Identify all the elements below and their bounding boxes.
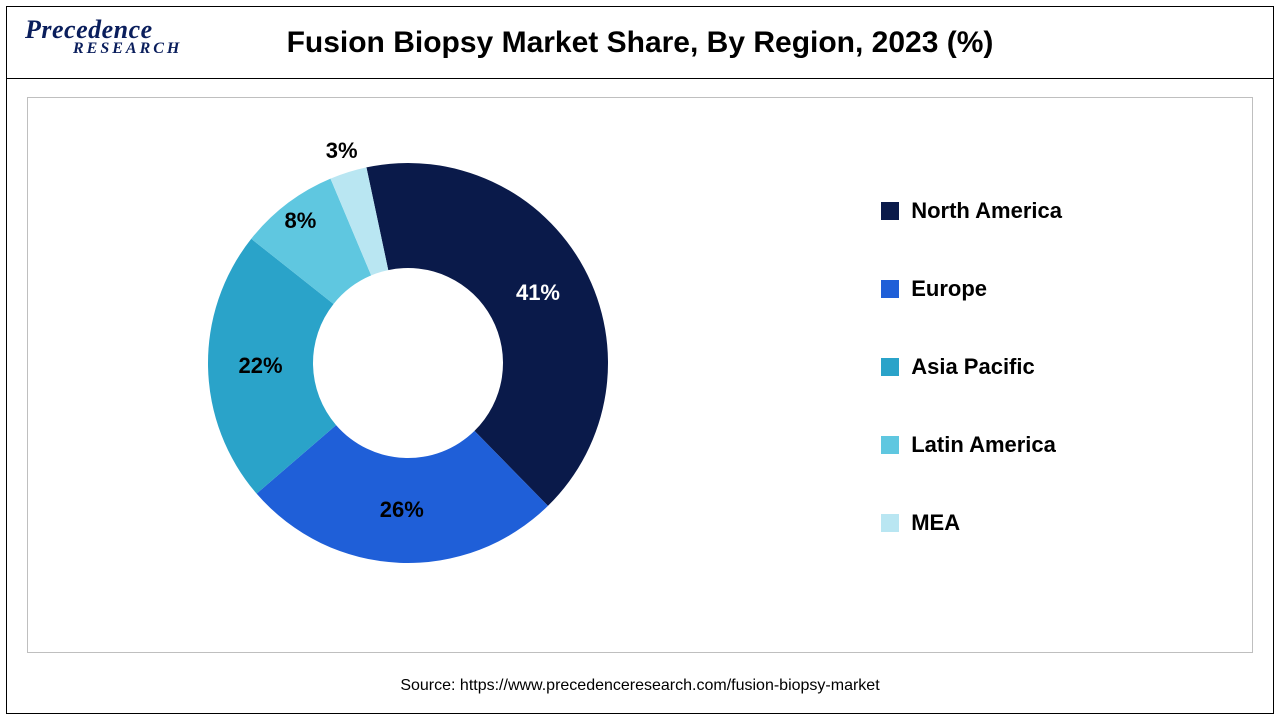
legend-swatch bbox=[881, 358, 899, 376]
legend-label: North America bbox=[911, 198, 1062, 224]
chart-title: Fusion Biopsy Market Share, By Region, 2… bbox=[7, 26, 1273, 60]
logo-line2: RESEARCH bbox=[73, 41, 182, 57]
legend-item-mea: MEA bbox=[881, 510, 1062, 536]
legend-label: Latin America bbox=[911, 432, 1056, 458]
legend-label: Asia Pacific bbox=[911, 354, 1035, 380]
legend-label: MEA bbox=[911, 510, 960, 536]
legend-swatch bbox=[881, 202, 899, 220]
slice-label-europe: 26% bbox=[380, 497, 424, 523]
slice-label-latin-america: 8% bbox=[284, 208, 316, 234]
donut-chart: 41%26%22%8%3% bbox=[198, 153, 618, 573]
slice-label-asia-pacific: 22% bbox=[239, 353, 283, 379]
legend-item-europe: Europe bbox=[881, 276, 1062, 302]
legend-item-north-america: North America bbox=[881, 198, 1062, 224]
legend-item-asia-pacific: Asia Pacific bbox=[881, 354, 1062, 380]
header-region: Precedence RESEARCH Fusion Biopsy Market… bbox=[7, 7, 1273, 79]
legend: North America Europe Asia Pacific Latin Ame… bbox=[881, 198, 1062, 536]
brand-logo: Precedence RESEARCH bbox=[25, 17, 182, 57]
slice-label-north-america: 41% bbox=[516, 280, 560, 306]
legend-label: Europe bbox=[911, 276, 987, 302]
slice-label-mea: 3% bbox=[326, 138, 358, 164]
source-text: Source: https://www.precedenceresearch.c… bbox=[7, 677, 1273, 695]
legend-item-latin-america: Latin America bbox=[881, 432, 1062, 458]
chart-area: 41% 26% 22% 8% 3% North America Europe Asia Pa… bbox=[27, 97, 1253, 653]
legend-swatch bbox=[881, 514, 899, 532]
legend-swatch bbox=[881, 436, 899, 454]
outer-border: Precedence RESEARCH Fusion Biopsy Market… bbox=[6, 6, 1274, 714]
legend-swatch bbox=[881, 280, 899, 298]
